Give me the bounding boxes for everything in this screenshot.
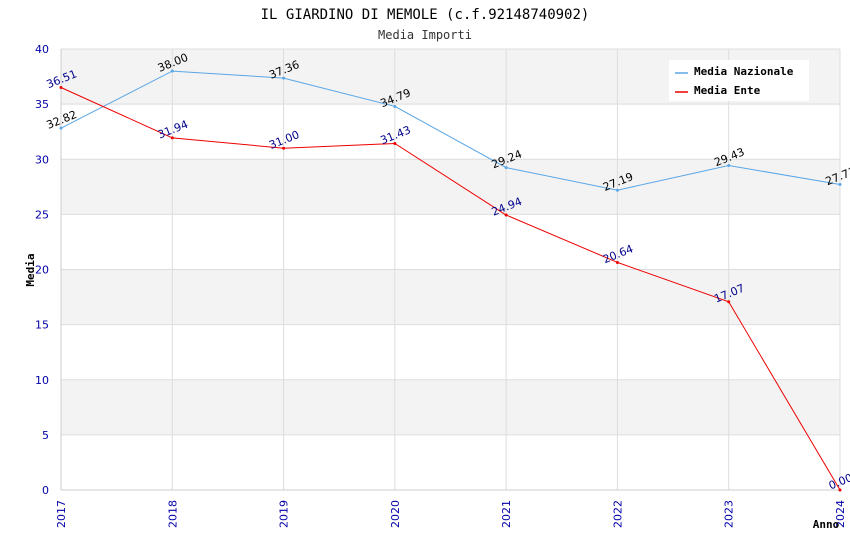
data-point xyxy=(615,188,619,192)
y-tick-label: 5 xyxy=(42,429,49,442)
data-point xyxy=(615,260,619,264)
chart-subtitle: Media Importi xyxy=(378,28,472,42)
data-point xyxy=(59,126,63,130)
plot-area: 0 5 10 15 20 25 30 35 40 2017 2018 2019 2020 2021 2022… xyxy=(35,43,850,528)
data-point xyxy=(504,213,508,217)
data-point xyxy=(282,76,286,80)
series-line-media-ente xyxy=(60,87,841,491)
data-point xyxy=(282,146,286,150)
series-line-media-nazionale xyxy=(60,70,841,191)
y-tick-label: 40 xyxy=(35,43,49,56)
data-point xyxy=(393,104,397,108)
data-point xyxy=(727,300,731,304)
y-tick-label: 20 xyxy=(35,264,49,277)
legend-box xyxy=(669,60,809,101)
y-axis-title: Media xyxy=(24,253,37,286)
y-tick-label: 15 xyxy=(35,319,49,332)
x-tick-label: 2021 xyxy=(500,500,513,528)
grid-band xyxy=(61,159,840,215)
x-tick-label: 2017 xyxy=(55,500,68,528)
y-tick-label: 25 xyxy=(35,208,49,221)
data-point xyxy=(727,164,731,168)
grid-band xyxy=(61,269,840,325)
legend-label-media-ente: Media Ente xyxy=(694,84,761,97)
data-point xyxy=(838,488,842,492)
data-point xyxy=(838,182,842,186)
data-point xyxy=(393,141,397,145)
y-tick-label: 30 xyxy=(35,153,49,166)
data-point xyxy=(170,69,174,73)
x-tick-label: 2023 xyxy=(723,500,736,528)
chart-title: IL GIARDINO DI MEMOLE (c.f.92148740902) xyxy=(261,7,590,23)
data-point xyxy=(170,136,174,140)
grid-band xyxy=(61,379,840,435)
x-tick-label: 2020 xyxy=(389,500,402,528)
x-tick-label: 2018 xyxy=(166,500,179,528)
x-tick-label: 2022 xyxy=(611,500,624,528)
x-tick-label: 2024 xyxy=(834,500,847,528)
legend-label-media-nazionale: Media Nazionale xyxy=(694,65,794,78)
legend: Media Nazionale Media Ente xyxy=(669,60,809,101)
data-point xyxy=(59,85,63,89)
y-tick-label: 35 xyxy=(35,98,49,111)
x-axis-title: Anno xyxy=(813,518,840,531)
data-point xyxy=(504,166,508,170)
y-tick-label: 10 xyxy=(35,374,49,387)
x-tick-label: 2019 xyxy=(278,500,291,528)
y-tick-label: 0 xyxy=(42,484,49,497)
